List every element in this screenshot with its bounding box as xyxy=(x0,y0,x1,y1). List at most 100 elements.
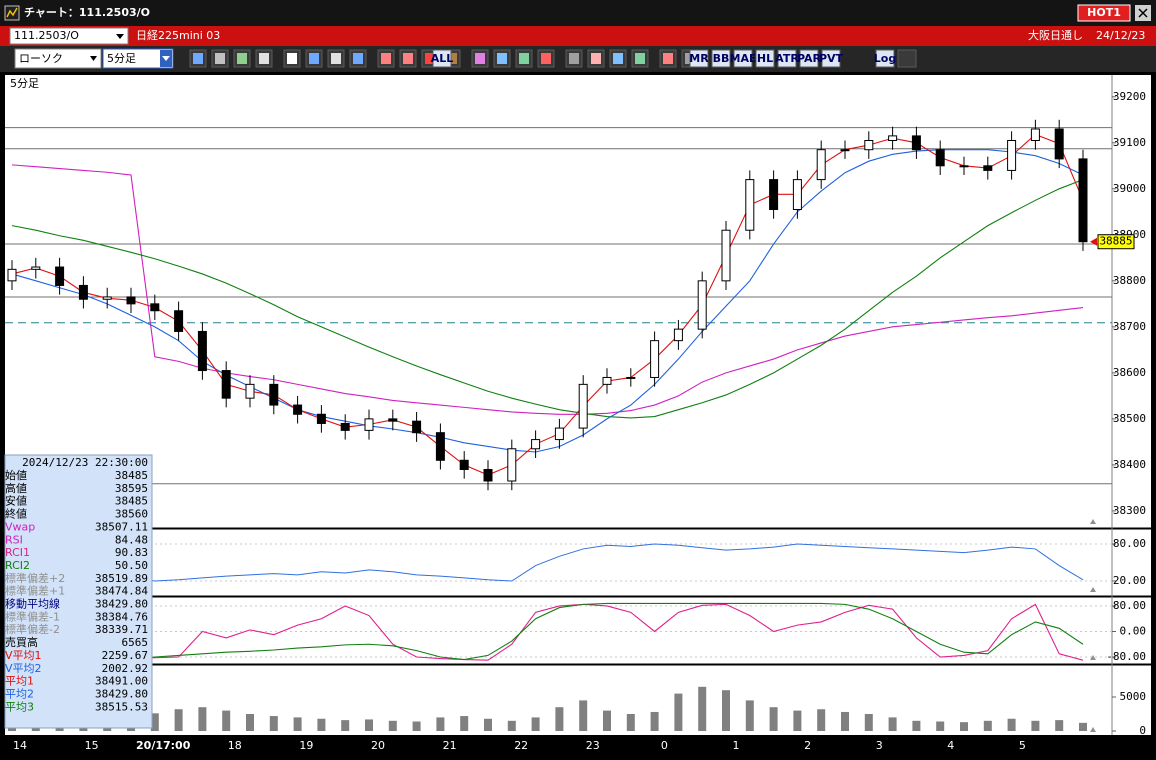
volume-bar xyxy=(603,710,611,732)
volume-bar xyxy=(198,707,207,732)
hot-badge[interactable] xyxy=(1077,4,1131,22)
title-bar xyxy=(0,0,1156,26)
last-price-marker xyxy=(1090,237,1097,246)
session-name: 大阪日通し xyxy=(1028,28,1083,42)
toolbar-button[interactable] xyxy=(755,49,775,68)
candle-body xyxy=(483,468,493,482)
toolbar-button-label[interactable]: HL xyxy=(757,52,773,65)
panel-label: 5分足 xyxy=(10,77,39,90)
candle-body xyxy=(221,370,231,399)
volume-bar xyxy=(531,717,540,732)
info-label: Vwap xyxy=(5,520,35,533)
toolbar-icon-glyph xyxy=(591,53,601,64)
y-tick-label: 0.00 xyxy=(1120,624,1147,637)
symbol-select[interactable] xyxy=(9,27,129,45)
toolbar-button[interactable] xyxy=(875,49,895,68)
toolbar-button-label[interactable]: MAE xyxy=(730,52,757,65)
volume-bar xyxy=(507,720,516,732)
interval-select[interactable] xyxy=(102,48,174,69)
toolbar-button-label[interactable]: BB xyxy=(713,52,730,65)
info-label: 移動平均線 xyxy=(5,597,60,611)
volume-bar xyxy=(436,717,445,732)
x-tick-label: 2 xyxy=(804,739,811,752)
volume-bar xyxy=(769,707,778,732)
toolbar-button-label[interactable]: PVT xyxy=(819,52,844,65)
toolbar-icon-glyph xyxy=(497,53,507,64)
candle-body xyxy=(507,448,517,482)
info-value: 50.50 xyxy=(115,559,148,572)
toolbar-button[interactable] xyxy=(777,49,797,68)
x-tick-label: 3 xyxy=(876,739,883,752)
toolbar-button-label[interactable]: MR xyxy=(689,52,709,65)
candle-body xyxy=(1030,128,1040,141)
info-value: 38491.00 xyxy=(95,675,148,688)
panel-marker xyxy=(1090,519,1096,524)
symbol-text[interactable]: 111.2503/O xyxy=(14,29,79,42)
volume-bar xyxy=(579,700,588,732)
toolbar-button[interactable] xyxy=(689,49,709,68)
info-label: RCI2 xyxy=(5,559,30,572)
x-tick-label: 21 xyxy=(443,739,457,752)
toolbar-icon[interactable] xyxy=(897,49,917,68)
panel-marker xyxy=(1090,727,1096,732)
info-label: V平均2 xyxy=(5,662,42,675)
volume-bar xyxy=(888,717,897,732)
toolbar-button[interactable] xyxy=(711,49,731,68)
volume-bar xyxy=(650,711,659,732)
candle-body xyxy=(959,165,969,168)
candle-body xyxy=(721,229,731,282)
volume-bar xyxy=(150,713,159,732)
candle-body xyxy=(7,268,17,282)
hot-badge-text[interactable]: HOT1 xyxy=(1087,6,1121,19)
info-value: 38595 xyxy=(115,482,148,495)
toolbar-button[interactable] xyxy=(799,49,819,68)
info-value: 38519.89 xyxy=(95,572,148,585)
plot: 3830038400385003860038700388003890039000… xyxy=(5,75,1151,752)
info-value: 6565 xyxy=(122,636,149,649)
toolbar-icon-glyph xyxy=(569,53,579,64)
info-background xyxy=(4,454,153,729)
candle-body xyxy=(816,149,826,181)
toolbar-button[interactable] xyxy=(821,49,841,68)
toolbar-button[interactable] xyxy=(432,49,452,68)
volume-bar xyxy=(674,693,683,732)
style-text[interactable]: ローソク xyxy=(19,52,63,65)
volume-bar xyxy=(960,722,968,732)
volume-bar xyxy=(912,720,921,732)
y-tick-label: 20.00 xyxy=(1113,574,1146,587)
x-tick-label: 22 xyxy=(514,739,528,752)
toolbar-icon-glyph xyxy=(215,53,225,64)
toolbar-icon-glyph xyxy=(331,53,341,64)
y-tick-label: 39000 xyxy=(1113,182,1146,195)
volume-bar xyxy=(1031,720,1040,732)
candle-body xyxy=(1078,158,1088,243)
toolbar-icon-glyph xyxy=(475,53,485,64)
last-price-label: 38885 xyxy=(1099,235,1132,248)
info-label: RSI xyxy=(5,533,23,546)
interval-text[interactable]: 5分足 xyxy=(107,52,136,65)
volume-bar xyxy=(626,714,635,732)
dropdown-arrow xyxy=(162,56,170,61)
toolbar-icon-glyph xyxy=(381,53,391,64)
volume-bar xyxy=(936,721,945,732)
info-label: 売買高 xyxy=(5,635,38,649)
info-value: 38485 xyxy=(115,495,148,508)
candle-body xyxy=(769,179,779,211)
info-label: 標準偏差+1 xyxy=(5,584,65,598)
style-select[interactable] xyxy=(14,48,102,69)
toolbar-button-label[interactable]: ALL xyxy=(431,52,454,65)
toolbar-button-label[interactable]: Log xyxy=(874,52,896,65)
candle-body xyxy=(911,135,921,151)
indicator-line xyxy=(11,149,1084,453)
close-glyph xyxy=(1138,8,1148,18)
volume-bar xyxy=(174,709,183,732)
toolbar-button[interactable] xyxy=(733,49,753,68)
x-tick-label: 4 xyxy=(947,739,954,752)
candle-body xyxy=(650,340,660,378)
volume-bar xyxy=(841,711,849,732)
toolbar-button-label[interactable]: PAR xyxy=(797,52,822,65)
toolbar-icon-glyph xyxy=(193,53,203,64)
toolbar-button-label[interactable]: ATR xyxy=(775,52,799,65)
y-tick-label: 38600 xyxy=(1113,366,1146,379)
